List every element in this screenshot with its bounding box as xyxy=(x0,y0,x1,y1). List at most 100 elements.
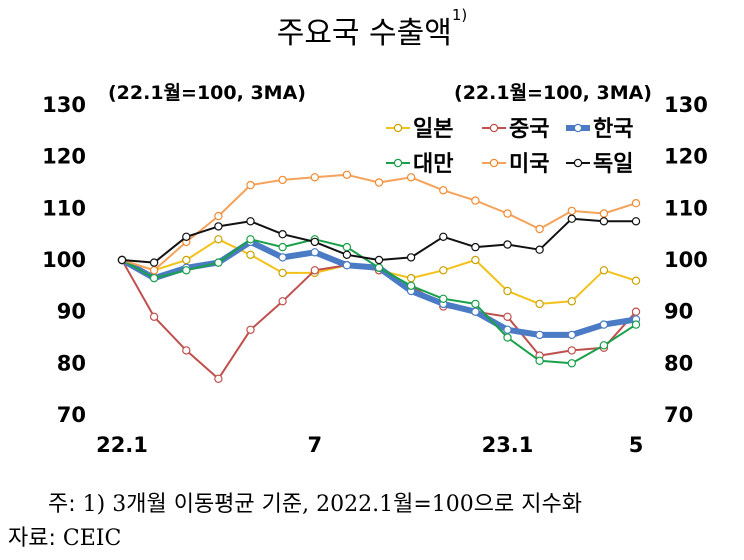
legend-marker-대만 xyxy=(393,158,403,168)
series-미국 xyxy=(117,170,641,275)
data-point-미국-15 xyxy=(599,209,609,218)
data-point-미국-8 xyxy=(374,178,384,187)
data-point-일본-16 xyxy=(631,276,641,285)
data-point-일본-4 xyxy=(246,250,255,259)
data-point-한국-5 xyxy=(278,253,287,262)
legend-marker-중국 xyxy=(489,123,499,133)
data-point-미국-13 xyxy=(535,224,544,234)
data-point-독일-15 xyxy=(599,217,609,226)
data-point-독일-2 xyxy=(182,232,191,241)
data-point-대만-1 xyxy=(149,273,159,283)
data-point-독일-3 xyxy=(214,222,223,231)
axis-labels: (22.1월=100, 3MA) (22.1월=100, 3MA) xyxy=(108,82,652,104)
legend-item-일본: 일본 xyxy=(386,117,453,142)
data-point-대만-3 xyxy=(214,258,223,267)
data-point-미국-9 xyxy=(406,173,416,182)
data-point-대만-14 xyxy=(567,359,577,368)
data-point-일본-11 xyxy=(471,255,480,265)
data-point-중국-3 xyxy=(214,374,223,383)
data-point-대만-4 xyxy=(246,235,255,244)
right-axis-label: (22.1월=100, 3MA) xyxy=(454,82,652,104)
chart-title-text: 주요국 수출액 xyxy=(276,16,452,51)
data-point-한국-14 xyxy=(567,330,577,340)
data-point-대만-9 xyxy=(406,281,416,290)
series-대만 xyxy=(117,235,641,368)
source-text: CEIC xyxy=(62,526,122,551)
footnote-prefix: 주: xyxy=(48,492,76,517)
data-point-미국-1 xyxy=(149,266,159,275)
data-point-대만-12 xyxy=(503,333,512,342)
y-tick-right-100: 100 xyxy=(664,248,708,272)
y-tick-left-130: 130 xyxy=(42,93,86,117)
data-point-미국-11 xyxy=(471,196,480,205)
data-point-독일-13 xyxy=(535,245,544,254)
legend-label-미국: 미국 xyxy=(509,152,549,177)
y-tick-left-100: 100 xyxy=(42,248,86,272)
y-tick-right-70: 70 xyxy=(664,403,693,427)
source-note: 자료: CEIC xyxy=(8,520,121,552)
legend-item-한국: 한국 xyxy=(566,117,633,142)
y-tick-left-110: 110 xyxy=(42,196,86,220)
chart-title: 주요국 수출액1) xyxy=(0,6,744,52)
data-point-미국-12 xyxy=(503,209,512,218)
data-point-독일-6 xyxy=(310,237,319,247)
data-point-독일-8 xyxy=(374,255,384,265)
y-ticks-right: 70 80 90 100 110 120 130 xyxy=(664,93,708,427)
series-line-중국 xyxy=(121,259,637,380)
data-point-일본-15 xyxy=(599,266,609,275)
data-point-중국-1 xyxy=(149,312,159,321)
data-point-중국-16 xyxy=(631,307,641,316)
data-point-일본-5 xyxy=(278,268,287,278)
data-point-중국-2 xyxy=(182,346,191,355)
data-point-독일-10 xyxy=(439,232,448,241)
data-point-독일-1 xyxy=(149,258,159,267)
data-point-미국-3 xyxy=(214,211,223,221)
data-point-독일-9 xyxy=(406,253,416,262)
footnote-text: 1) 3개월 이동평균 기준, 2022.1월=100으로 지수화 xyxy=(82,492,582,517)
data-point-독일-14 xyxy=(567,214,577,223)
data-point-일본-2 xyxy=(182,255,191,265)
line-chart: (22.1월=100, 3MA) (22.1월=100, 3MA) 70 80 90 1… xyxy=(42,82,708,457)
x-tick-7: 7 xyxy=(307,433,322,457)
legend-marker-독일 xyxy=(573,158,583,168)
data-point-대만-5 xyxy=(278,242,287,252)
legend-item-독일: 독일 xyxy=(566,152,633,177)
y-tick-right-130: 130 xyxy=(664,93,708,117)
data-point-일본-12 xyxy=(503,286,512,296)
x-tick-22.1: 22.1 xyxy=(96,433,148,457)
legend-marker-한국 xyxy=(573,123,583,133)
data-point-미국-10 xyxy=(439,186,448,195)
data-point-한국-13 xyxy=(535,330,544,340)
data-point-독일-4 xyxy=(246,217,255,226)
series-layer xyxy=(117,170,641,383)
y-tick-left-90: 90 xyxy=(57,300,86,324)
series-독일 xyxy=(117,214,641,267)
data-point-미국-6 xyxy=(310,173,319,182)
data-point-독일-5 xyxy=(278,229,287,239)
y-tick-left-70: 70 xyxy=(57,403,86,427)
data-point-미국-16 xyxy=(631,198,641,208)
data-point-한국-6 xyxy=(310,248,319,257)
data-point-대만-15 xyxy=(599,341,609,350)
data-point-일본-14 xyxy=(567,297,577,306)
y-tick-right-80: 80 xyxy=(664,351,693,375)
data-point-한국-7 xyxy=(342,261,352,270)
footnote: 주: 1) 3개월 이동평균 기준, 2022.1월=100으로 지수화 xyxy=(48,486,582,518)
data-point-대만-13 xyxy=(535,356,544,365)
data-point-대만-10 xyxy=(439,294,448,303)
data-point-대만-11 xyxy=(471,299,480,309)
data-point-일본-13 xyxy=(535,299,544,309)
legend-marker-미국 xyxy=(489,158,499,168)
data-point-미국-7 xyxy=(342,170,352,179)
data-point-미국-14 xyxy=(567,206,577,216)
data-point-중국-14 xyxy=(567,346,577,355)
legend-marker-일본 xyxy=(393,123,403,133)
legend-item-중국: 중국 xyxy=(482,117,549,142)
legend-label-중국: 중국 xyxy=(509,117,549,142)
legend-item-대만: 대만 xyxy=(386,152,453,177)
y-tick-left-80: 80 xyxy=(57,351,86,375)
data-point-중국-12 xyxy=(503,312,512,321)
data-point-일본-9 xyxy=(406,273,416,283)
data-point-독일-16 xyxy=(631,217,641,226)
